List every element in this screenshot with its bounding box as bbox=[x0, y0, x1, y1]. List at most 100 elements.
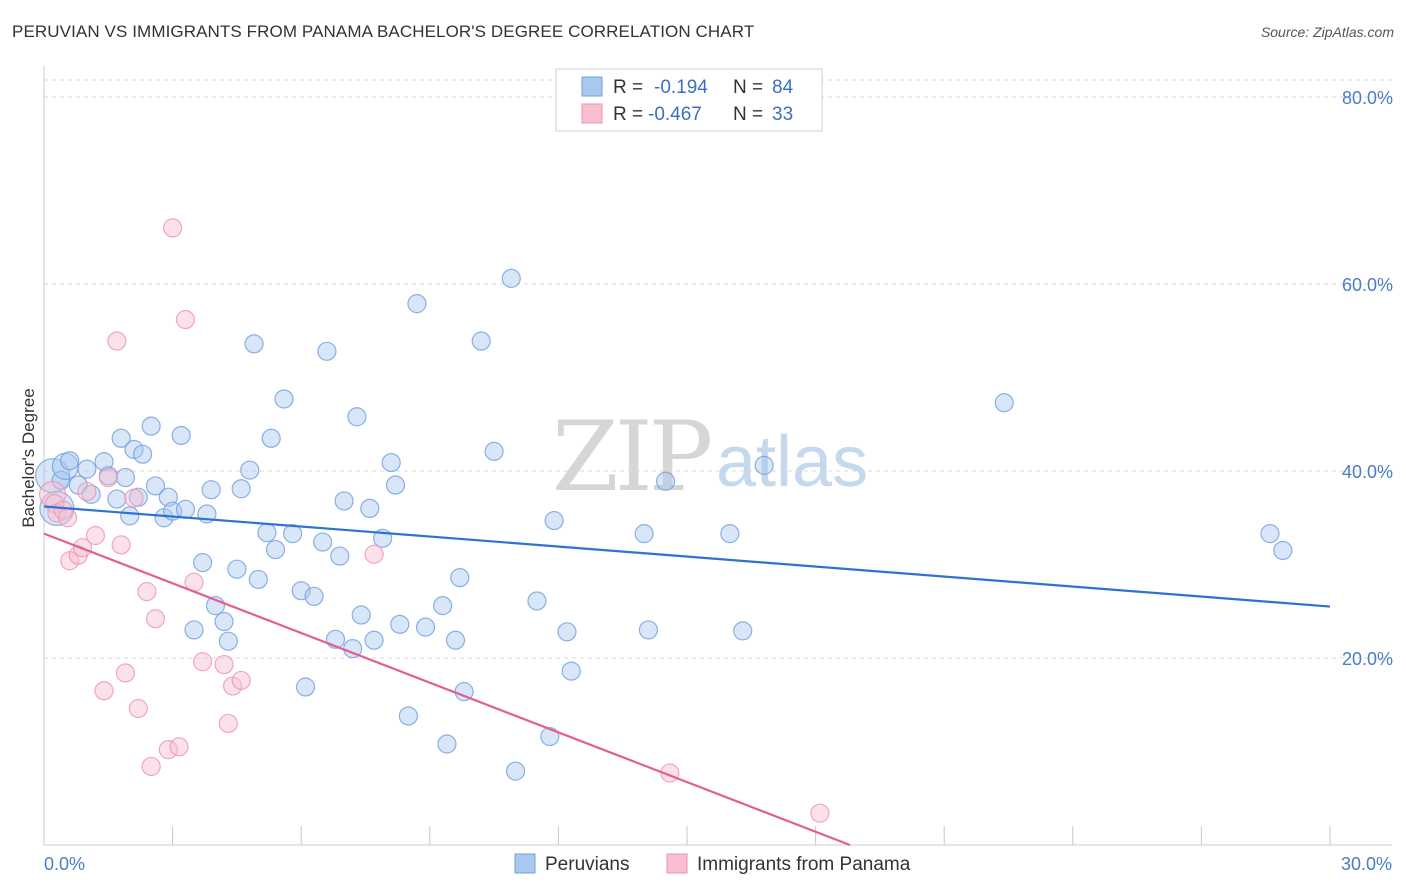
data-point bbox=[317, 341, 337, 361]
data-point bbox=[169, 737, 189, 757]
data-point bbox=[501, 268, 521, 288]
data-point bbox=[360, 498, 380, 518]
data-point bbox=[720, 524, 740, 544]
data-point bbox=[810, 803, 830, 823]
legend-n-label: N = bbox=[733, 104, 763, 125]
data-point bbox=[471, 331, 491, 351]
data-point bbox=[257, 523, 277, 543]
data-point bbox=[381, 452, 401, 473]
data-point bbox=[334, 491, 354, 511]
data-point bbox=[1260, 524, 1280, 544]
data-point bbox=[163, 218, 183, 238]
data-point bbox=[77, 459, 97, 479]
data-point bbox=[364, 630, 384, 650]
data-point bbox=[132, 444, 153, 464]
data-point bbox=[638, 620, 659, 640]
legend-swatch-panama bbox=[666, 853, 688, 874]
data-point bbox=[445, 630, 466, 650]
data-point bbox=[557, 622, 577, 642]
data-point bbox=[107, 331, 127, 351]
data-point bbox=[111, 535, 131, 555]
legend-n-value: 33 bbox=[772, 104, 793, 125]
y-tick-labels: 20.0% 40.0% 60.0% 80.0% bbox=[1342, 88, 1393, 669]
data-point bbox=[733, 621, 753, 641]
data-point bbox=[94, 681, 114, 701]
data-point bbox=[227, 559, 247, 579]
data-point bbox=[265, 539, 286, 560]
data-point bbox=[505, 761, 526, 781]
legend-swatch-peruvians bbox=[514, 853, 536, 874]
data-point bbox=[994, 393, 1014, 413]
data-point bbox=[330, 546, 350, 566]
data-point bbox=[437, 734, 457, 754]
data-point bbox=[544, 510, 564, 531]
data-point bbox=[111, 428, 131, 448]
x-tick-label-min: 0.0% bbox=[44, 854, 85, 874]
stats-legend: R = -0.194 N = 84 R = -0.467 N = 33 bbox=[555, 68, 823, 132]
data-point bbox=[115, 467, 136, 488]
data-point bbox=[364, 544, 384, 564]
data-point bbox=[214, 611, 234, 632]
data-point bbox=[347, 407, 367, 427]
data-point bbox=[540, 726, 560, 747]
data-point bbox=[120, 506, 140, 526]
data-point bbox=[193, 652, 213, 672]
data-point bbox=[313, 532, 333, 552]
data-point bbox=[145, 476, 166, 496]
data-point bbox=[398, 706, 418, 726]
data-point bbox=[261, 428, 281, 448]
watermark-zip: ZIP bbox=[552, 401, 711, 513]
data-point bbox=[385, 475, 406, 495]
data-point bbox=[57, 508, 78, 528]
trend-line-panama bbox=[43, 532, 851, 847]
legend-r-label: R = bbox=[613, 77, 643, 98]
data-point bbox=[484, 441, 504, 461]
series-panama-points bbox=[38, 218, 830, 823]
x-tick-label-max: 30.0% bbox=[1341, 854, 1392, 874]
data-point bbox=[295, 677, 316, 697]
data-point bbox=[754, 455, 774, 475]
data-point bbox=[171, 425, 191, 446]
data-point bbox=[218, 713, 238, 734]
legend-r-value: -0.194 bbox=[654, 77, 708, 98]
data-point bbox=[124, 439, 144, 460]
data-point bbox=[145, 609, 166, 629]
data-point bbox=[98, 467, 118, 488]
legend-label-peruvians: Peruvians bbox=[545, 854, 630, 875]
data-point bbox=[124, 488, 144, 508]
trend-line-peruvians bbox=[43, 505, 1331, 608]
data-point bbox=[655, 471, 676, 491]
data-point bbox=[193, 553, 213, 573]
legend-n-label: N = bbox=[733, 77, 763, 98]
data-point bbox=[527, 591, 547, 611]
data-point bbox=[407, 294, 427, 314]
data-point bbox=[201, 480, 221, 500]
y-tick-label: 40.0% bbox=[1342, 462, 1393, 482]
y-tick-label: 20.0% bbox=[1342, 649, 1393, 669]
legend-label-panama: Immigrants from Panama bbox=[697, 854, 911, 875]
legend-r-value: -0.467 bbox=[648, 104, 702, 125]
data-point bbox=[60, 451, 80, 471]
data-point bbox=[137, 582, 157, 602]
legend-swatch-peruvians bbox=[581, 76, 603, 97]
data-point bbox=[634, 524, 654, 544]
y-tick-label: 60.0% bbox=[1342, 275, 1393, 295]
data-point bbox=[433, 596, 453, 616]
data-point bbox=[415, 617, 436, 637]
data-point bbox=[175, 499, 196, 519]
y-axis-label: Bachelor's Degree bbox=[19, 388, 38, 527]
chart-title: PERUVIAN VS IMMIGRANTS FROM PANAMA BACHE… bbox=[12, 22, 755, 41]
data-point bbox=[561, 661, 581, 681]
data-point bbox=[85, 525, 106, 546]
data-point bbox=[248, 569, 268, 590]
data-point bbox=[115, 663, 136, 683]
series-peruvians-points bbox=[34, 268, 1293, 781]
data-point bbox=[141, 416, 161, 436]
data-point bbox=[184, 620, 204, 640]
watermark-atlas: atlas bbox=[716, 422, 868, 502]
data-point bbox=[390, 614, 410, 634]
axes bbox=[43, 66, 1392, 846]
source-credit: Source: ZipAtlas.com bbox=[1260, 24, 1394, 40]
data-point bbox=[141, 756, 161, 777]
data-point bbox=[1273, 540, 1293, 561]
